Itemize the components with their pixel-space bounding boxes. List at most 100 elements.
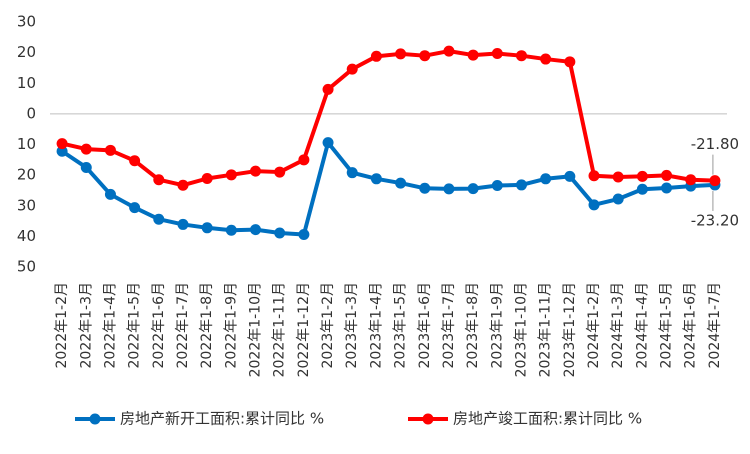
data-point bbox=[56, 138, 68, 150]
data-point bbox=[443, 45, 455, 57]
x-tick-label: 2022年1-10月 bbox=[248, 282, 264, 377]
x-tick-label: 2024年1-2月 bbox=[586, 282, 602, 369]
data-point bbox=[515, 179, 527, 191]
data-point bbox=[322, 137, 334, 149]
data-point bbox=[636, 183, 648, 195]
legend-label: 房地产新开工面积:累计同比 % bbox=[120, 410, 324, 428]
data-point bbox=[370, 173, 382, 185]
y-tick-label: 10 bbox=[17, 74, 36, 92]
x-tick-label: 2023年1-10月 bbox=[513, 282, 529, 377]
x-tick-label: 2024年1-5月 bbox=[659, 282, 675, 369]
data-point bbox=[491, 180, 503, 192]
data-point bbox=[225, 224, 237, 236]
data-point bbox=[419, 50, 431, 62]
data-point bbox=[612, 193, 624, 205]
legend-label: 房地产竣工面积:累计同比 % bbox=[453, 410, 642, 428]
data-point bbox=[250, 165, 262, 177]
data-point bbox=[129, 155, 141, 167]
x-tick-label: 2023年1-4月 bbox=[368, 282, 384, 369]
data-point bbox=[56, 145, 68, 157]
series-line bbox=[61, 49, 715, 188]
legend-marker bbox=[89, 413, 101, 425]
y-tick-label: 20 bbox=[17, 166, 36, 184]
data-point bbox=[201, 222, 213, 234]
y-tick-label: 0 bbox=[26, 104, 36, 122]
data-point bbox=[395, 177, 407, 189]
x-tick-label: 2023年1-11月 bbox=[538, 282, 554, 377]
data-point bbox=[588, 199, 600, 211]
data-point bbox=[129, 202, 141, 214]
data-point bbox=[322, 83, 334, 95]
x-tick-label: 2023年1-2月 bbox=[320, 282, 336, 369]
data-point bbox=[540, 173, 552, 185]
x-tick-label: 2022年1-6月 bbox=[151, 282, 167, 369]
data-point bbox=[709, 175, 721, 187]
y-tick-label: 10 bbox=[17, 135, 36, 153]
x-tick-label: 2022年1-2月 bbox=[54, 282, 70, 369]
x-tick-label: 2024年1-3月 bbox=[610, 282, 626, 369]
data-point bbox=[104, 144, 116, 156]
x-tick-label: 2023年1-9月 bbox=[489, 282, 505, 369]
data-point bbox=[80, 143, 92, 155]
data-point bbox=[467, 49, 479, 61]
y-tick-label: 30 bbox=[17, 13, 36, 31]
value-label: -21.80 bbox=[691, 135, 739, 153]
data-point bbox=[564, 56, 576, 68]
data-point bbox=[274, 227, 286, 239]
data-point bbox=[685, 174, 697, 186]
x-tick-label: 2022年1-3月 bbox=[78, 282, 94, 369]
data-point bbox=[274, 166, 286, 178]
x-tick-label: 2022年1-7月 bbox=[175, 282, 191, 369]
data-point bbox=[515, 50, 527, 62]
data-point bbox=[80, 161, 92, 173]
data-point bbox=[153, 174, 165, 186]
series-line bbox=[60, 140, 716, 237]
y-tick-label: 30 bbox=[17, 196, 36, 214]
data-point bbox=[201, 172, 213, 184]
x-tick-label: 2023年1-3月 bbox=[344, 282, 360, 369]
data-point bbox=[661, 182, 673, 194]
data-point bbox=[177, 218, 189, 230]
data-point bbox=[153, 213, 165, 225]
data-point bbox=[612, 171, 624, 183]
x-tick-label: 2022年1-8月 bbox=[199, 282, 215, 369]
x-tick-label: 2022年1-5月 bbox=[127, 282, 143, 369]
data-point bbox=[225, 169, 237, 181]
x-tick-label: 2024年1-6月 bbox=[683, 282, 699, 369]
y-tick-label: 50 bbox=[17, 258, 36, 276]
x-tick-label: 2023年1-8月 bbox=[465, 282, 481, 369]
data-point bbox=[419, 182, 431, 194]
x-tick-label: 2022年1-12月 bbox=[296, 282, 312, 377]
data-point bbox=[395, 48, 407, 60]
x-tick-label: 2022年1-9月 bbox=[223, 282, 239, 369]
x-tick-label: 2023年1-7月 bbox=[441, 282, 457, 369]
data-point bbox=[564, 170, 576, 182]
y-tick-label: 20 bbox=[17, 43, 36, 61]
data-point bbox=[104, 188, 116, 200]
data-point bbox=[250, 224, 262, 236]
x-tick-label: 2024年1-7月 bbox=[707, 282, 723, 369]
data-point bbox=[298, 154, 310, 166]
data-point bbox=[298, 229, 310, 241]
data-point bbox=[491, 48, 503, 60]
x-tick-label: 2023年1-5月 bbox=[393, 282, 409, 369]
data-point bbox=[588, 170, 600, 182]
x-tick-label: 2024年1-4月 bbox=[634, 282, 650, 369]
data-point bbox=[661, 169, 673, 181]
x-tick-label: 2022年1-11月 bbox=[272, 282, 288, 377]
y-tick-label: 40 bbox=[17, 227, 36, 245]
data-point bbox=[346, 167, 358, 179]
data-point bbox=[177, 179, 189, 191]
data-point bbox=[540, 53, 552, 65]
data-point bbox=[346, 63, 358, 75]
x-tick-label: 2023年1-12月 bbox=[562, 282, 578, 377]
data-point bbox=[467, 183, 479, 195]
data-point bbox=[370, 50, 382, 62]
legend-marker bbox=[422, 413, 434, 425]
data-point bbox=[636, 170, 648, 182]
x-tick-label: 2022年1-4月 bbox=[102, 282, 118, 369]
data-point bbox=[443, 183, 455, 195]
value-label: -23.20 bbox=[691, 211, 739, 229]
x-tick-label: 2023年1-6月 bbox=[417, 282, 433, 369]
